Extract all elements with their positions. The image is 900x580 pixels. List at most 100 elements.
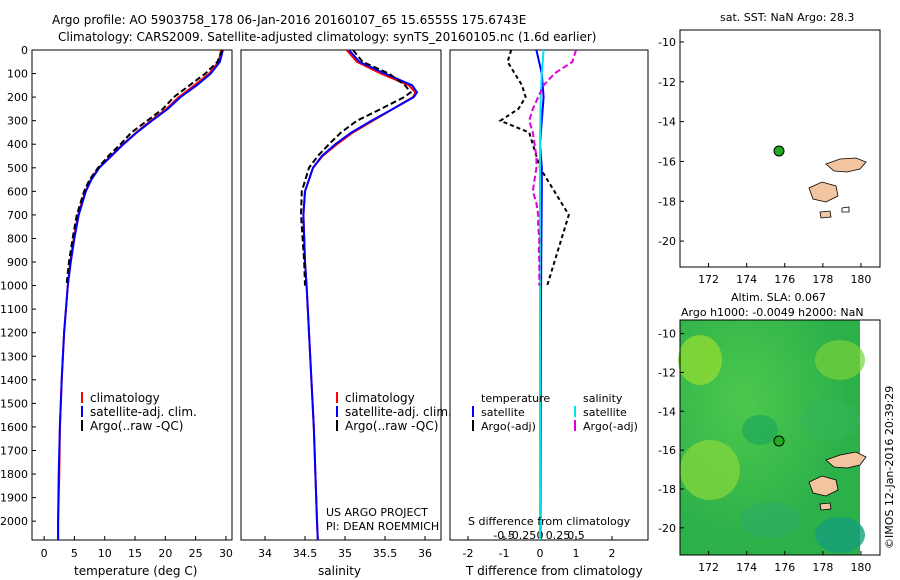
depth-tick-label: 500 — [7, 162, 28, 175]
x-tick-label: 0 — [537, 547, 544, 560]
lon-tick-label: 172 — [698, 561, 719, 574]
depth-tick-label: 400 — [7, 138, 28, 151]
lat-tick-label: -20 — [658, 522, 676, 535]
legend-argo-label: Argo(..raw -QC) — [90, 419, 183, 433]
lat-tick-label: -16 — [658, 155, 676, 168]
depth-tick-label: 600 — [7, 185, 28, 198]
temperature-x-label: temperature (deg C) — [74, 564, 197, 578]
diff-temperature-axis-label: T difference from climatology — [465, 564, 643, 578]
lat-tick-label: -14 — [658, 405, 676, 418]
x-tick-label: 5 — [71, 547, 78, 560]
lon-tick-label: 172 — [698, 273, 719, 286]
diff-salinity-header: salinity — [583, 392, 623, 405]
x-tick-label: 34.5 — [293, 547, 318, 560]
sal-diff-tick-label: 0.25 — [546, 529, 571, 542]
lat-tick-label: -16 — [658, 444, 676, 457]
difference-series — [498, 49, 577, 540]
lon-tick-label: 176 — [774, 561, 795, 574]
sla-map-title-2: Argo h1000: -0.0049 h2000: NaN — [681, 306, 864, 319]
depth-tick-label: 1700 — [0, 444, 28, 457]
depth-tick-label: 1900 — [0, 492, 28, 505]
depth-tick-label: 1500 — [0, 397, 28, 410]
temperature-series — [57, 49, 224, 540]
lat-tick-label: -18 — [658, 483, 676, 496]
salinity-x-label: salinity — [318, 564, 361, 578]
depth-tick-label: 200 — [7, 91, 28, 104]
lon-tick-label: 176 — [774, 273, 795, 286]
fiji-islands-outline — [808, 157, 867, 219]
temperature-x-axis: 0 5 10 15 20 25 30 — [41, 536, 233, 560]
salinity-series — [299, 49, 419, 541]
project-credit: US ARGO PROJECT — [326, 506, 428, 519]
legend-sal-climatology-label: climatology — [345, 391, 415, 405]
pi-credit: PI: DEAN ROEMMICH — [326, 520, 439, 533]
depth-tick-label: 1200 — [0, 327, 28, 340]
salinity-panel: 34 34.5 35 35.5 36 salinity climatology sate… — [240, 49, 452, 578]
x-tick-label: 36 — [418, 547, 432, 560]
depth-tick-label: 900 — [7, 256, 28, 269]
depth-tick-label: 2000 — [0, 515, 28, 528]
salinity-plot-frame — [240, 49, 442, 541]
diff-temp-argo-label: Argo(-adj) — [481, 420, 536, 433]
depth-tick-label: 300 — [7, 115, 28, 128]
depth-tick-label: 1800 — [0, 468, 28, 481]
x-tick-label: 20 — [158, 547, 172, 560]
header-line2: Climatology: CARS2009. Satellite-adjuste… — [58, 30, 596, 44]
sla-map: Altim. SLA: 0.067 Argo h1000: -0.0049 h2… — [658, 291, 881, 574]
x-tick-label: 34 — [258, 547, 272, 560]
difference-plot-frame — [449, 49, 649, 541]
salinity-x-axis: 34 34.5 35 35.5 36 — [258, 536, 432, 560]
x-tick-label: -1 — [499, 547, 510, 560]
temperature-panel: 0100200300400500600700800900100011001200… — [0, 44, 454, 578]
diff-temperature-header: temperature — [481, 392, 550, 405]
sal-diff-tick-label: 0.5 — [567, 529, 585, 542]
diff-salinity-axis-label: S difference from climatology — [468, 515, 631, 528]
depth-tick-label: 1400 — [0, 374, 28, 387]
header-line1: Argo profile: AO 5903758_178 06-Jan-2016… — [52, 13, 526, 27]
x-tick-label: 30 — [219, 547, 233, 560]
lon-tick-label: 178 — [812, 561, 833, 574]
depth-tick-label: 100 — [7, 68, 28, 81]
x-tick-label: 10 — [98, 547, 112, 560]
lat-tick-label: -12 — [658, 366, 676, 379]
series-line-argo-raw-qc- — [65, 49, 224, 286]
x-tick-label: 2 — [609, 547, 616, 560]
x-tick-label: 0 — [41, 547, 48, 560]
lat-tick-label: -12 — [658, 76, 676, 89]
diff-sal-satellite-label: satellite — [583, 406, 627, 419]
depth-tick-label: 0 — [21, 44, 28, 57]
series-line-salinity-argo-adj- — [528, 49, 577, 286]
x-tick-label: 35 — [338, 547, 352, 560]
sal-diff-tick-label: -0.5 — [493, 529, 514, 542]
depth-tick-label: 1000 — [0, 280, 28, 293]
lon-tick-label: 174 — [736, 561, 757, 574]
lat-tick-label: -14 — [658, 116, 676, 129]
sst-float-marker — [773, 145, 785, 157]
lat-tick-label: -18 — [658, 195, 676, 208]
sal-diff-tick-label: -0.25 — [508, 529, 536, 542]
sla-map-frame — [679, 319, 881, 556]
sla-fiji-islands-outline — [808, 451, 867, 511]
sst-map: sat. SST: NaN Argo: 28.3 -10 -12 -14 -16 -18… — [658, 11, 881, 286]
series-line-satellite-adj-clim- — [302, 49, 419, 541]
legend-sal-satellite-label: satellite-adj. clim. — [345, 405, 452, 419]
series-line-satellite-adj-clim- — [57, 49, 224, 540]
lon-tick-label: 180 — [850, 273, 871, 286]
legend-climatology-label: climatology — [90, 391, 160, 405]
x-tick-label: 35.5 — [373, 547, 398, 560]
diff-temp-satellite-label: satellite — [481, 406, 525, 419]
sla-map-title-1: Altim. SLA: 0.067 — [731, 291, 826, 304]
lon-tick-label: 174 — [736, 273, 757, 286]
difference-panel: -2 -1 0 1 2-0.5-0.25 0 0.250.5 temperature sal… — [449, 49, 649, 578]
sst-map-axes: -10 -12 -14 -16 -18 -20 172 174 176 178 180 — [658, 36, 871, 286]
depth-tick-label: 1600 — [0, 421, 28, 434]
x-tick-label: 15 — [128, 547, 142, 560]
lat-tick-label: -10 — [658, 328, 676, 341]
lat-tick-label: -10 — [658, 36, 676, 49]
depth-tick-label: 800 — [7, 232, 28, 245]
sla-map-axes: -10 -12 -14 -16 -18 -20 172 174 176 178 180 — [658, 328, 871, 574]
series-line-argo-raw-qc- — [299, 49, 413, 286]
sst-map-title: sat. SST: NaN Argo: 28.3 — [720, 11, 854, 24]
temperature-plot-frame — [31, 49, 233, 541]
